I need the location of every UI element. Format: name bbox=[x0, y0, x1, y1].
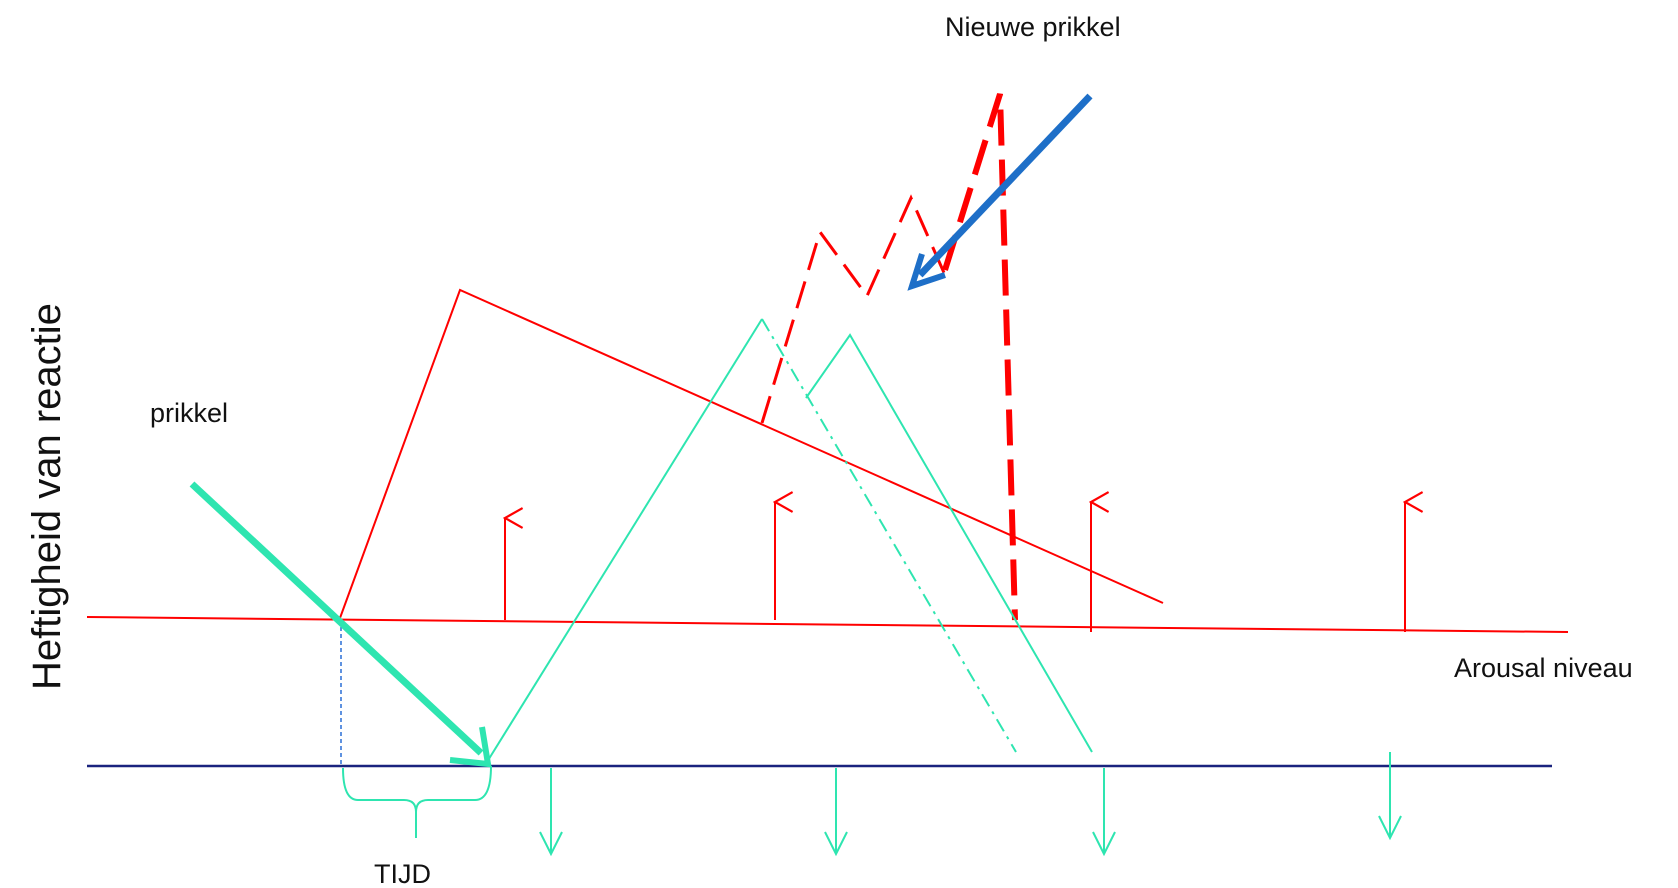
stimulus-label: prikkel bbox=[150, 398, 228, 428]
teal-dashdot-descent bbox=[761, 318, 1017, 753]
teal-reaction-curve-2 bbox=[805, 333, 1093, 753]
arousal-level-line bbox=[86, 616, 1569, 633]
new-stimulus-arrow-shaft bbox=[917, 93, 1093, 278]
stimulus-arrow-head bbox=[449, 726, 492, 768]
teal-reaction-curve-1 bbox=[486, 318, 763, 763]
red-reaction-curve bbox=[339, 288, 1164, 619]
new-stimulus-label: Nieuwe prikkel bbox=[945, 12, 1121, 42]
down-arrow-4 bbox=[1378, 752, 1402, 841]
time-bracket bbox=[342, 765, 492, 838]
red-dashed-spike bbox=[942, 93, 1018, 621]
down-arrow-1 bbox=[539, 768, 563, 857]
arousal-level-label: Arousal niveau bbox=[1454, 653, 1633, 683]
y-axis-label: Heftigheid van reactie bbox=[25, 303, 69, 690]
time-label: TIJD bbox=[374, 859, 431, 888]
new-stimulus-arrow-head bbox=[907, 253, 946, 291]
red-dashed-escalation bbox=[760, 194, 947, 424]
stimulus-arrow-shaft bbox=[189, 481, 484, 756]
down-arrow-2 bbox=[824, 768, 848, 857]
down-arrow-3 bbox=[1092, 768, 1116, 857]
